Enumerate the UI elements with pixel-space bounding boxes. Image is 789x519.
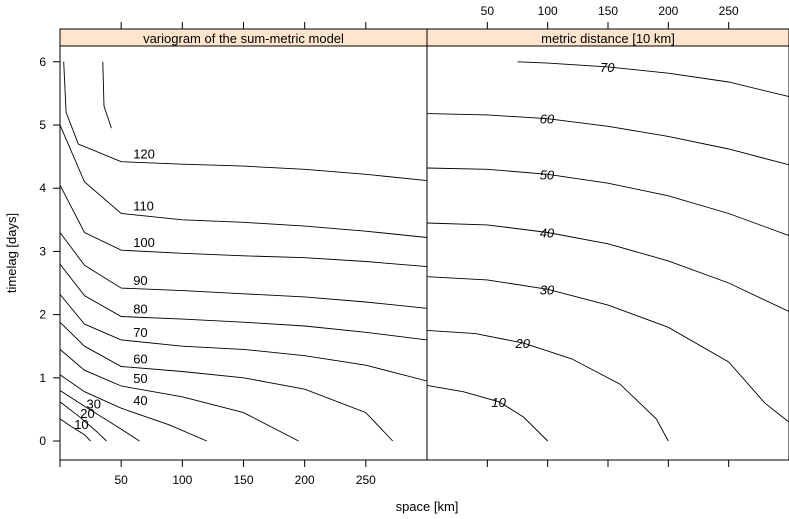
contour-label-30-p1: 30 bbox=[87, 396, 101, 411]
x-tick-label-top: 200 bbox=[658, 4, 678, 18]
x-axis-title: space [km] bbox=[396, 499, 459, 514]
contour-line-50-p2 bbox=[426, 167, 789, 237]
contour-label-90-p1: 90 bbox=[133, 273, 147, 288]
contour-label-40-p1: 40 bbox=[133, 393, 147, 408]
contour-line-40-p1 bbox=[59, 374, 207, 442]
contour-label-120-p1: 120 bbox=[133, 147, 155, 162]
x-tick-label-top: 50 bbox=[481, 4, 495, 18]
contour-line-110-p1 bbox=[59, 124, 428, 238]
y-axis-title: timelag [days] bbox=[4, 213, 19, 293]
panel1-frame bbox=[59, 45, 428, 461]
contour-label-50-p1: 50 bbox=[133, 371, 147, 386]
contour-label-60-p1: 60 bbox=[133, 352, 147, 367]
panel1-title: variogram of the sum-metric model bbox=[143, 31, 344, 46]
contour-line-40-p2 bbox=[426, 222, 789, 312]
contour-line-10-p2 bbox=[426, 384, 549, 442]
x-tick-label-bottom: 50 bbox=[114, 473, 128, 487]
x-tick-label-top: 150 bbox=[598, 4, 618, 18]
contour-line-80-p1 bbox=[59, 263, 428, 341]
x-tick-label-bottom: 150 bbox=[233, 473, 253, 487]
y-tick-label: 6 bbox=[39, 55, 46, 69]
contour-label-60-p2: 60 bbox=[540, 112, 555, 127]
contour-line-20-p1 bbox=[59, 401, 107, 442]
contour-label-110-p1: 110 bbox=[133, 199, 154, 214]
contour-line-extra-p1 bbox=[102, 61, 112, 129]
contour-line-30-p2 bbox=[426, 276, 789, 423]
y-tick-label: 1 bbox=[39, 371, 46, 385]
contour-line-10-p1 bbox=[59, 418, 91, 442]
contour-line-60-p1 bbox=[59, 321, 394, 442]
contour-label-70-p2: 70 bbox=[600, 60, 615, 75]
x-axis-top: 50 100 150 200 250 bbox=[120, 4, 739, 29]
panel2-frame bbox=[426, 45, 789, 461]
contour-label-10-p2: 10 bbox=[491, 395, 506, 410]
contour-line-60-p2 bbox=[426, 113, 789, 166]
y-tick-label: 0 bbox=[39, 434, 46, 448]
y-tick-label: 5 bbox=[39, 118, 46, 132]
y-axis-left: 0 1 2 3 4 5 6 bbox=[39, 55, 60, 448]
contour-label-80-p1: 80 bbox=[133, 302, 147, 317]
x-tick-label-top: 100 bbox=[538, 4, 558, 18]
contour-label-70-p1: 70 bbox=[133, 325, 147, 340]
contour-line-90-p1 bbox=[59, 232, 428, 309]
x-tick-label-bottom: 200 bbox=[295, 473, 315, 487]
contour-label-10-p1: 10 bbox=[74, 417, 88, 432]
x-tick-label-bottom: 250 bbox=[356, 473, 376, 487]
y-tick-label: 4 bbox=[39, 181, 46, 195]
contour-line-120-p1 bbox=[63, 61, 428, 182]
contour-line-70-p1 bbox=[59, 294, 428, 382]
x-tick-label-bottom: 100 bbox=[172, 473, 192, 487]
contour-label-40-p2: 40 bbox=[540, 226, 555, 241]
contour-label-20-p1: 20 bbox=[80, 406, 94, 421]
x-axis-bottom: 50 100 150 200 250 bbox=[59, 460, 730, 487]
panel2-title: metric distance [10 km] bbox=[541, 31, 675, 46]
y-tick-label: 3 bbox=[39, 244, 46, 258]
contour-label-50-p2: 50 bbox=[540, 167, 555, 182]
contour-label-100-p1: 100 bbox=[133, 235, 155, 250]
contour-label-30-p2: 30 bbox=[540, 282, 555, 297]
y-tick-label: 2 bbox=[39, 308, 46, 322]
contour-label-20-p2: 20 bbox=[515, 336, 531, 351]
contour-line-100-p1 bbox=[59, 184, 428, 268]
contour-line-50-p1 bbox=[59, 349, 299, 442]
contour-line-20-p2 bbox=[426, 329, 669, 442]
contour-line-70-p2 bbox=[517, 61, 789, 98]
x-tick-label-top: 250 bbox=[719, 4, 739, 18]
contour-line-30-p1 bbox=[59, 390, 140, 442]
panel2-contours: 10 20 30 40 50 60 70 bbox=[426, 60, 789, 442]
